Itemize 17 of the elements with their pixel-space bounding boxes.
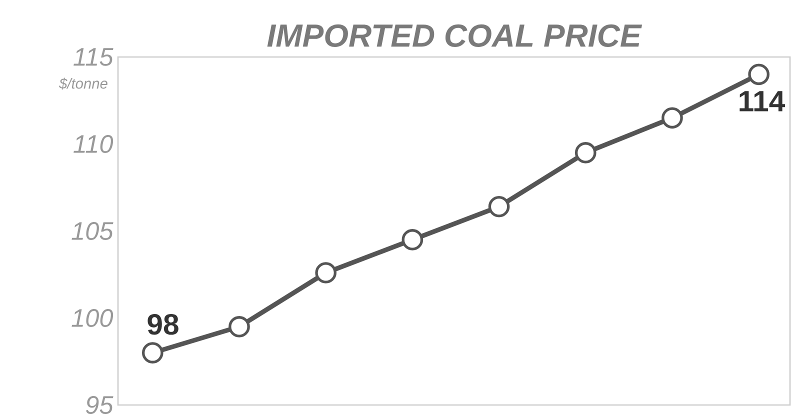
point [142, 342, 164, 364]
y-tick-label: 115 [74, 48, 114, 66]
point [488, 196, 510, 218]
chart-title: IMPORTED COAL PRICE [267, 24, 642, 47]
point [574, 142, 596, 164]
y-axis-title: $/tonne [58, 78, 108, 90]
y-tick-label: 95 [86, 396, 114, 414]
data-label: 98 [148, 314, 178, 335]
y-tick-label: 110 [74, 135, 114, 153]
y-tick-label: 105 [72, 222, 114, 240]
data-label: 114 [740, 91, 786, 112]
point [662, 107, 683, 129]
point [228, 316, 250, 338]
point [402, 229, 424, 250]
y-tick-label: 100 [72, 309, 114, 327]
point [315, 262, 337, 284]
point [748, 64, 770, 86]
